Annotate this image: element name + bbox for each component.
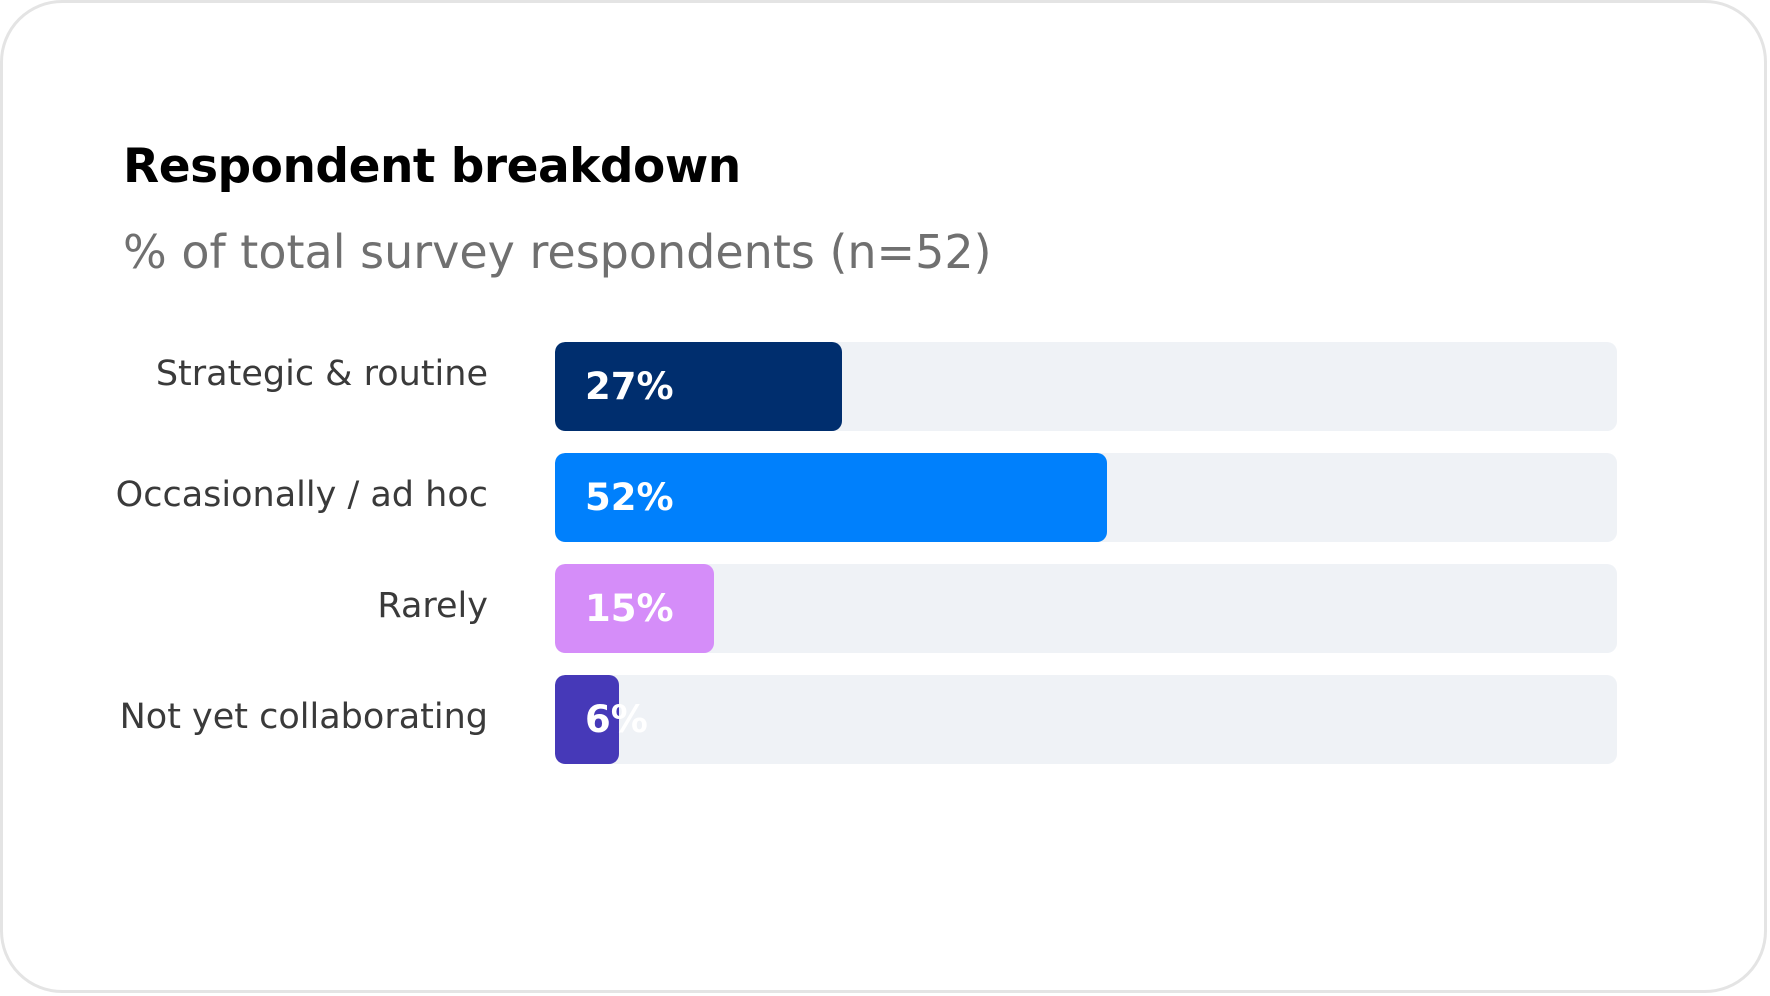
- bar-value-label: 15%: [585, 587, 674, 630]
- category-label: Occasionally / ad hoc: [115, 475, 488, 515]
- bar: [555, 675, 619, 764]
- category-label: Rarely: [377, 586, 488, 626]
- bar-track: 52%: [555, 453, 1617, 542]
- bar-value-label: 6%: [585, 698, 648, 741]
- bar-track: 27%: [555, 342, 1617, 431]
- bar-value-label: 27%: [585, 365, 674, 408]
- bar-track: 15%: [555, 564, 1617, 653]
- chart-subtitle: % of total survey respondents (n=52): [123, 225, 992, 279]
- bar-track: 6%: [555, 675, 1617, 764]
- bar: [555, 453, 1108, 542]
- category-label: Not yet collaborating: [119, 697, 488, 737]
- chart-title: Respondent breakdown: [123, 139, 741, 194]
- category-label: Strategic & routine: [155, 354, 488, 394]
- bar: [555, 564, 715, 653]
- bar-value-label: 52%: [585, 476, 674, 519]
- bar: [555, 342, 842, 431]
